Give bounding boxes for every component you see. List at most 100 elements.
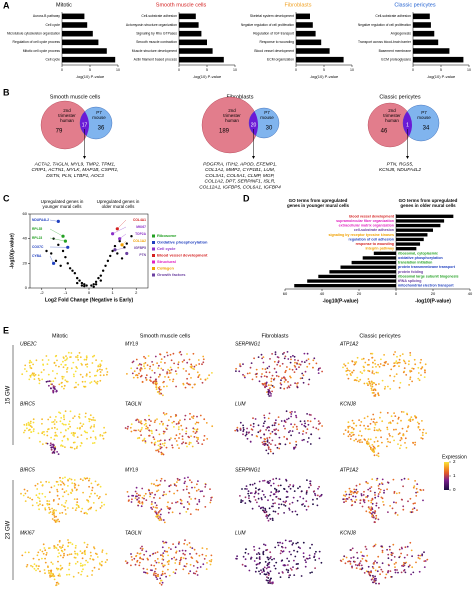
cell-dot: [288, 577, 290, 579]
cell-dot: [255, 373, 257, 375]
cell-dot: [158, 515, 160, 517]
cell-dot: [155, 552, 157, 554]
cell-dot: [54, 388, 56, 390]
cell-dot: [65, 364, 67, 366]
cell-dot: [63, 366, 65, 368]
cell-dot: [85, 364, 87, 366]
cell-dot: [105, 561, 107, 563]
cell-dot: [303, 556, 305, 558]
cell-dot: [206, 548, 208, 550]
cell-dot: [274, 433, 276, 435]
cell-dot: [272, 518, 274, 520]
bar: [296, 31, 316, 37]
cell-dot: [57, 519, 59, 521]
cell-dot: [310, 420, 312, 422]
cell-dot: [384, 386, 386, 388]
cell-dot: [55, 365, 57, 367]
cell-dot: [68, 574, 70, 576]
cell-dot: [106, 553, 108, 555]
cell-dot: [254, 493, 256, 495]
cell-dot: [267, 426, 269, 428]
cell-dot: [343, 555, 345, 557]
x-tick-label: 40: [320, 291, 325, 296]
cell-dot: [186, 488, 188, 490]
cell-dot: [378, 453, 380, 455]
cell-dot: [41, 423, 43, 425]
cell-dot: [159, 497, 161, 499]
cell-dot: [363, 358, 365, 360]
legend-swatch: [152, 254, 155, 257]
legend-label: Ribosome: [157, 233, 177, 238]
cell-dot: [264, 438, 266, 440]
cell-dot: [155, 568, 157, 570]
cell-dot: [64, 446, 66, 448]
cell-dot: [136, 367, 138, 369]
cell-dot: [136, 561, 138, 563]
cell-dot: [401, 411, 403, 413]
cell-dot: [360, 560, 362, 562]
cell-dot: [368, 506, 370, 508]
cell-dot: [189, 418, 191, 420]
cell-dot: [261, 373, 263, 375]
cell-dot: [409, 378, 411, 380]
cell-dot: [164, 439, 166, 441]
cell-dot: [192, 387, 194, 389]
cell-dot: [313, 556, 315, 558]
cell-dot: [49, 572, 51, 574]
cell-dot: [350, 549, 352, 551]
bar: [62, 57, 115, 63]
cell-dot: [249, 500, 251, 502]
cell-dot: [384, 388, 386, 390]
cell-dot: [167, 369, 169, 371]
cell-dot: [371, 478, 373, 480]
cell-dot: [425, 560, 427, 562]
category-label: Cell-substrate adhesion: [375, 14, 411, 18]
cell-dot: [423, 551, 425, 553]
category-label: Regulation of IGF transport: [253, 32, 294, 36]
cell-dot: [355, 489, 357, 491]
cell-dot: [412, 442, 414, 444]
cell-dot: [355, 361, 357, 363]
cell-dot: [83, 423, 85, 425]
cell-dot: [283, 352, 285, 354]
cell-dot: [145, 440, 147, 442]
cell-dot: [424, 376, 426, 378]
cell-dot: [126, 562, 128, 564]
cell-dot: [92, 442, 94, 444]
cell-dot: [375, 384, 377, 386]
cell-dot: [242, 363, 244, 365]
cell-dot: [39, 503, 41, 505]
x-tick-label: 0: [412, 68, 414, 72]
cell-dot: [101, 505, 103, 507]
cell-dot: [366, 548, 368, 550]
cell-dot: [144, 368, 146, 370]
cell-dot: [373, 395, 375, 397]
cell-dot: [374, 429, 376, 431]
x-tick-label: 0: [395, 291, 398, 296]
cell-dot: [278, 498, 280, 500]
cell-dot: [242, 500, 244, 502]
gene-label: UBE2C: [20, 341, 37, 347]
cell-dot: [25, 493, 27, 495]
category-label: mitochondrial electron transport: [398, 284, 454, 288]
cell-dot: [394, 491, 396, 493]
cell-dot: [160, 440, 162, 442]
cell-dot: [178, 447, 180, 449]
venn-title: Smooth muscle cells: [50, 94, 101, 100]
cell-dot: [85, 413, 87, 415]
cell-dot: [398, 417, 400, 419]
cell-dot: [420, 359, 422, 361]
cell-dot: [392, 436, 394, 438]
cell-dot: [75, 356, 77, 358]
cell-dot: [195, 432, 197, 434]
category-label: Actin filament based process: [134, 58, 178, 62]
cell-dot: [160, 389, 162, 391]
cell-dot: [171, 558, 173, 560]
x-tick-label: 20: [357, 291, 362, 296]
cell-dot: [393, 440, 395, 442]
cell-dot: [283, 501, 285, 503]
cell-dot: [178, 541, 180, 543]
cell-dot: [297, 487, 299, 489]
cell-dot: [267, 453, 269, 455]
point: [71, 270, 73, 272]
